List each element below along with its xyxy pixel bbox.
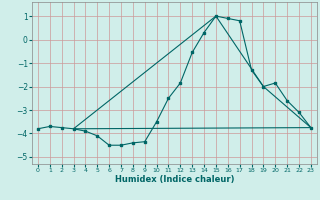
X-axis label: Humidex (Indice chaleur): Humidex (Indice chaleur) (115, 175, 234, 184)
